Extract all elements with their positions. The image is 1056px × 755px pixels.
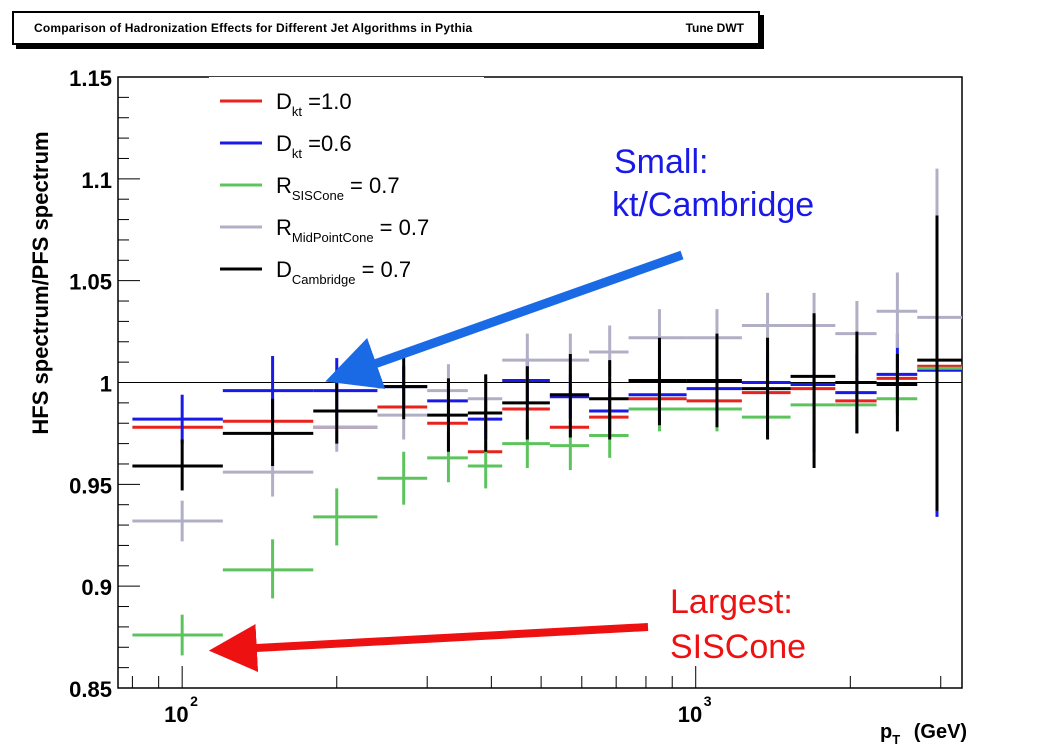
legend-label: DCambridge = 0.7 (276, 257, 411, 287)
legend-label: Dkt =0.6 (276, 131, 352, 161)
arrow-small-annotation (325, 250, 684, 389)
x-tick-exponent: 3 (704, 693, 712, 709)
chart-title-box: Comparison of Hadronization Effects for … (12, 11, 760, 45)
annotation-largest-text: Largest: (670, 583, 793, 621)
x-tick-exponent: 2 (190, 693, 198, 709)
legend: Dkt =1.0 Dkt =0.6 RSISCone = 0.7 RMidPointC… (209, 77, 484, 290)
y-tick-label: 0.9 (81, 575, 112, 600)
y-tick-label: 0.95 (69, 473, 112, 498)
x-tick-label: 10 (164, 702, 188, 727)
y-tick-label: 1.05 (69, 270, 112, 295)
legend-label: RMidPointCone = 0.7 (276, 215, 429, 245)
annotation-small-text: kt/Cambridge (612, 186, 814, 224)
x-tick-label: 10 (678, 702, 702, 727)
y-axis-label: HFS spectrum/PFS spectrum (28, 131, 53, 434)
y-tick-label: 1 (100, 372, 112, 397)
tune-label: Tune DWT (685, 21, 744, 35)
x-axis-label: pT (GeV) (880, 721, 967, 747)
legend-label: RSISCone = 0.7 (276, 173, 400, 203)
annotation-small-text: Small: (614, 143, 708, 181)
annotation-largest-text: SISCone (670, 628, 806, 666)
y-tick-label: 1.15 (69, 66, 112, 91)
series-2 (132, 349, 962, 656)
y-tick-label: 0.85 (69, 677, 112, 702)
legend-label: Dkt =1.0 (276, 89, 352, 119)
arrow-largest-annotation (208, 623, 649, 672)
y-tick-label: 1.1 (81, 168, 112, 193)
chart-title: Comparison of Hadronization Effects for … (34, 21, 473, 35)
annotation-layer: Small: kt/Cambridge Largest: SISCone (208, 143, 814, 672)
series-0 (132, 364, 962, 454)
data-layer (132, 168, 962, 656)
series-4 (132, 215, 962, 511)
